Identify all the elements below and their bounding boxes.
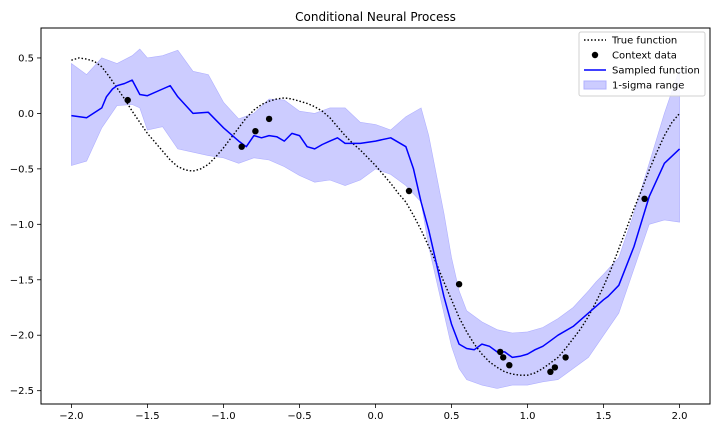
sampled-function-line xyxy=(71,79,681,359)
x-tick-label: −1.5 xyxy=(135,411,159,422)
x-tick-label: −2.0 xyxy=(59,411,83,422)
context-points-layer xyxy=(124,96,648,375)
context-point xyxy=(547,368,554,375)
chart-title: Conditional Neural Process xyxy=(295,10,456,24)
y-tick-label: −2.5 xyxy=(10,386,34,397)
context-point xyxy=(500,354,507,361)
plot-area xyxy=(71,48,681,389)
y-tick-label: 0.5 xyxy=(18,53,34,64)
legend-label: Sampled function xyxy=(612,66,700,77)
legend-label: True function xyxy=(611,36,677,47)
context-point xyxy=(405,187,413,195)
context-point xyxy=(551,364,559,371)
context-point xyxy=(641,195,648,202)
legend: True function Context data Sampled functio… xyxy=(578,31,706,97)
legend-swatch-sigma-range xyxy=(583,80,607,90)
x-tick-label: 2.0 xyxy=(672,411,688,422)
context-point xyxy=(455,281,463,288)
context-point xyxy=(497,348,504,356)
y-axis: 0.5 0.0 −0.5 −1.0 −1.5 −2.0 −2.5 xyxy=(10,53,41,397)
legend-box xyxy=(578,31,706,97)
legend-label: Context data xyxy=(612,51,677,62)
x-tick-label: 1.5 xyxy=(596,411,612,422)
context-point xyxy=(252,128,259,135)
context-point xyxy=(124,96,131,104)
x-tick-label: 1.0 xyxy=(520,411,536,422)
legend-swatch-context-data xyxy=(591,51,599,59)
y-tick-label: −1.0 xyxy=(10,220,34,231)
x-tick-label: −0.5 xyxy=(287,411,311,422)
context-point xyxy=(562,354,569,361)
y-tick-label: −1.5 xyxy=(10,275,34,286)
y-tick-label: −0.5 xyxy=(10,164,34,175)
line-layer xyxy=(71,57,681,376)
x-axis: −2.0 −1.5 −1.0 −0.5 0.0 0.5 1.0 1.5 2.0 xyxy=(59,404,688,422)
context-point xyxy=(238,143,245,150)
x-tick-label: −1.0 xyxy=(211,411,235,422)
context-point xyxy=(265,115,273,123)
sigma-band-layer xyxy=(71,48,680,389)
legend-entry: True function xyxy=(584,36,677,47)
legend-entry: Sampled function xyxy=(584,66,700,77)
context-point xyxy=(506,362,513,369)
y-tick-label: 0.0 xyxy=(18,109,34,120)
sigma-band xyxy=(71,48,680,389)
x-tick-label: 0.5 xyxy=(444,411,460,422)
x-tick-label: 0.0 xyxy=(368,411,384,422)
legend-label: 1-sigma range xyxy=(612,81,684,92)
legend-entry: Context data xyxy=(591,51,677,62)
legend-entry: 1-sigma range xyxy=(583,80,684,92)
y-tick-label: −2.0 xyxy=(10,331,34,342)
